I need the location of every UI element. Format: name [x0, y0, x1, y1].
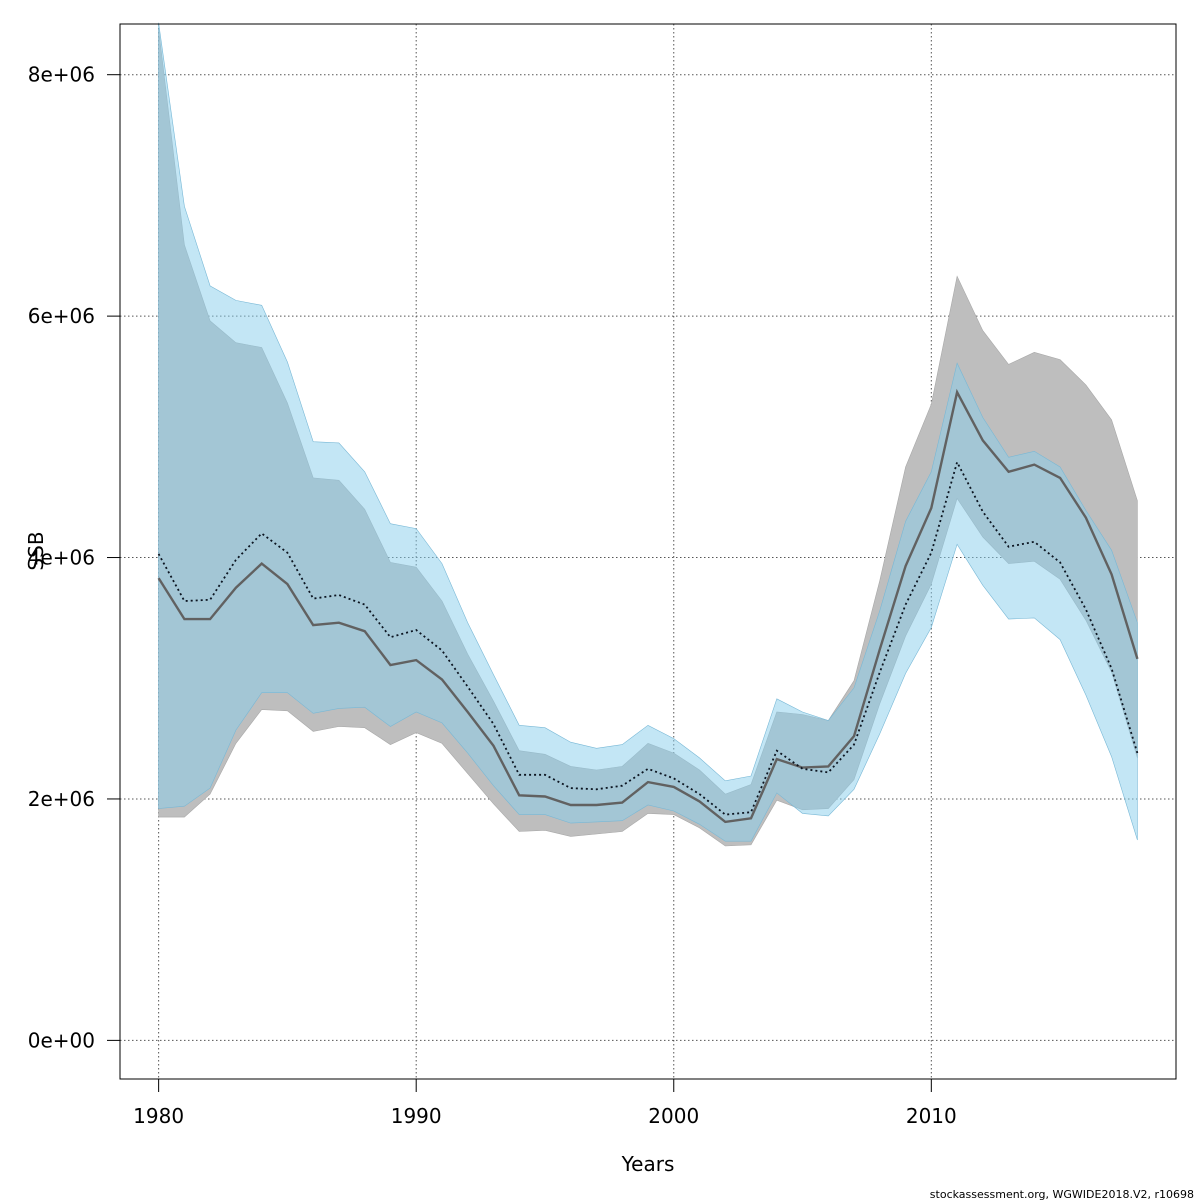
footer-note: stockassessment.org, WGWIDE2018.V2, r106…	[930, 1188, 1194, 1200]
y-tick-label: 2e+06	[28, 787, 95, 811]
x-tick-label: 1980	[133, 1104, 184, 1128]
y-tick-label: 8e+06	[28, 63, 95, 87]
x-tick-label: 1990	[391, 1104, 442, 1128]
series-line-1	[157, 388, 1139, 824]
axes: 1980 1990 2000 2010 0e+00 2e+06 4e+06 6e+06 8e+0…	[28, 63, 957, 1128]
y-axis-title: SSB	[24, 531, 48, 570]
y-tick-label: 0e+00	[28, 1028, 95, 1052]
confidence-bands	[158, 22, 1138, 847]
x-tick-label: 2010	[906, 1104, 957, 1128]
series-lines	[157, 388, 1139, 824]
plot-frame	[119, 23, 1177, 1080]
y-tick-label: 4e+06	[28, 546, 95, 570]
x-tick-label: 2000	[648, 1104, 699, 1128]
x-axis-title: Years	[621, 1152, 675, 1176]
y-tick-label: 6e+06	[28, 304, 95, 328]
